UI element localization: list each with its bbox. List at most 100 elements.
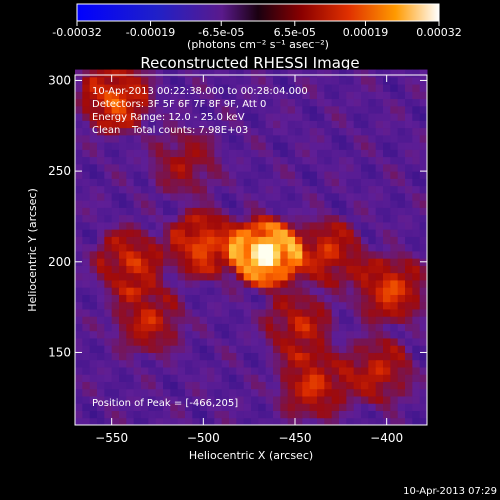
heatmap-cell — [148, 221, 157, 230]
heatmap-cell — [214, 410, 223, 419]
heatmap-cell — [361, 207, 369, 216]
heatmap-cell — [258, 352, 267, 361]
heatmap-cell — [339, 366, 347, 375]
heatmap-cell — [361, 388, 369, 397]
heatmap-cell — [243, 272, 252, 281]
heatmap-cell — [317, 207, 325, 216]
heatmap-cell — [133, 265, 142, 274]
heatmap-cell — [192, 149, 201, 158]
heatmap-cell — [353, 374, 362, 382]
heatmap-cell — [163, 395, 171, 404]
heatmap-cell — [89, 98, 98, 107]
heatmap-cell — [221, 69, 230, 78]
heatmap-cell — [133, 308, 142, 317]
heatmap-cell — [82, 163, 91, 172]
heatmap-cell — [221, 120, 230, 129]
heatmap-cell — [236, 243, 245, 252]
heatmap-cell — [346, 207, 355, 216]
heatmap-cell — [104, 192, 113, 201]
heatmap-cell — [192, 403, 201, 411]
heatmap-cell — [199, 403, 208, 411]
heatmap-cell — [339, 308, 347, 317]
heatmap-cell — [265, 417, 274, 426]
heatmap-cell — [207, 200, 215, 208]
heatmap-cell — [273, 243, 281, 252]
heatmap-cell — [185, 308, 193, 317]
heatmap-cell — [419, 294, 428, 303]
heatmap-cell — [295, 294, 303, 303]
heatmap-cell — [75, 171, 83, 179]
heatmap-cell — [199, 287, 208, 295]
heatmap-cell — [412, 127, 421, 136]
heatmap-cell — [295, 301, 303, 310]
heatmap-cell — [82, 200, 91, 208]
heatmap-cell — [390, 127, 399, 136]
heatmap-cell — [133, 76, 142, 85]
heatmap-cell — [221, 214, 230, 223]
heatmap-cell — [214, 272, 223, 281]
heatmap-cell — [397, 149, 406, 158]
heatmap-cell — [309, 163, 318, 172]
heatmap-cell — [317, 287, 325, 295]
heatmap-cell — [163, 258, 171, 266]
heatmap-cell — [155, 323, 164, 332]
heatmap-cell — [221, 221, 230, 230]
heatmap-cell — [133, 374, 142, 382]
heatmap-cell — [412, 200, 421, 208]
heatmap-cell — [177, 134, 186, 143]
heatmap-cell — [273, 156, 281, 165]
heatmap-cell — [258, 149, 267, 158]
heatmap-cell — [214, 192, 223, 201]
heatmap-cell — [104, 156, 113, 165]
heatmap-cell — [221, 403, 230, 411]
heatmap-cell — [82, 207, 91, 216]
heatmap-cell — [361, 200, 369, 208]
heatmap-cell — [339, 279, 347, 288]
heatmap-cell — [368, 417, 377, 426]
heatmap-cell — [163, 229, 171, 237]
heatmap-cell — [346, 69, 355, 78]
heatmap-cell — [119, 185, 127, 194]
heatmap-cell — [295, 337, 303, 346]
heatmap-cell — [163, 98, 171, 107]
heatmap-cell — [133, 345, 142, 353]
heatmap-cell — [397, 366, 406, 375]
heatmap-cell — [258, 301, 267, 310]
heatmap-cell — [177, 388, 186, 397]
heatmap-cell — [324, 395, 333, 404]
heatmap-cell — [280, 279, 289, 288]
heatmap-cell — [383, 221, 391, 230]
heatmap-cell — [390, 265, 399, 274]
heatmap-cell — [419, 113, 428, 121]
heatmap-cell — [82, 279, 91, 288]
heatmap-cell — [331, 403, 340, 411]
heatmap-cell — [280, 142, 289, 150]
heatmap-cell — [375, 171, 384, 179]
heatmap-cell — [97, 374, 105, 382]
heatmap-cell — [287, 359, 296, 368]
heatmap-cell — [375, 69, 384, 78]
heatmap-cell — [133, 352, 142, 361]
heatmap-cell — [104, 229, 113, 237]
heatmap-cell — [346, 308, 355, 317]
heatmap-cell — [383, 98, 391, 107]
heatmap-cell — [309, 134, 318, 143]
heatmap-cell — [287, 69, 296, 78]
heatmap-cell — [82, 221, 91, 230]
heatmap-cell — [383, 105, 391, 114]
heatmap-cell — [177, 207, 186, 216]
heatmap-cell — [207, 287, 215, 295]
heatmap-cell — [412, 243, 421, 252]
heatmap-cell — [89, 279, 98, 288]
heatmap-cell — [163, 337, 171, 346]
heatmap-cell — [287, 120, 296, 129]
heatmap-cell — [346, 258, 355, 266]
heatmap-cell — [192, 417, 201, 426]
heatmap-cell — [346, 337, 355, 346]
heatmap-cell — [207, 272, 215, 281]
heatmap-cell — [361, 330, 369, 339]
heatmap-cell — [82, 236, 91, 245]
heatmap-cell — [390, 142, 399, 150]
heatmap-cell — [324, 207, 333, 216]
